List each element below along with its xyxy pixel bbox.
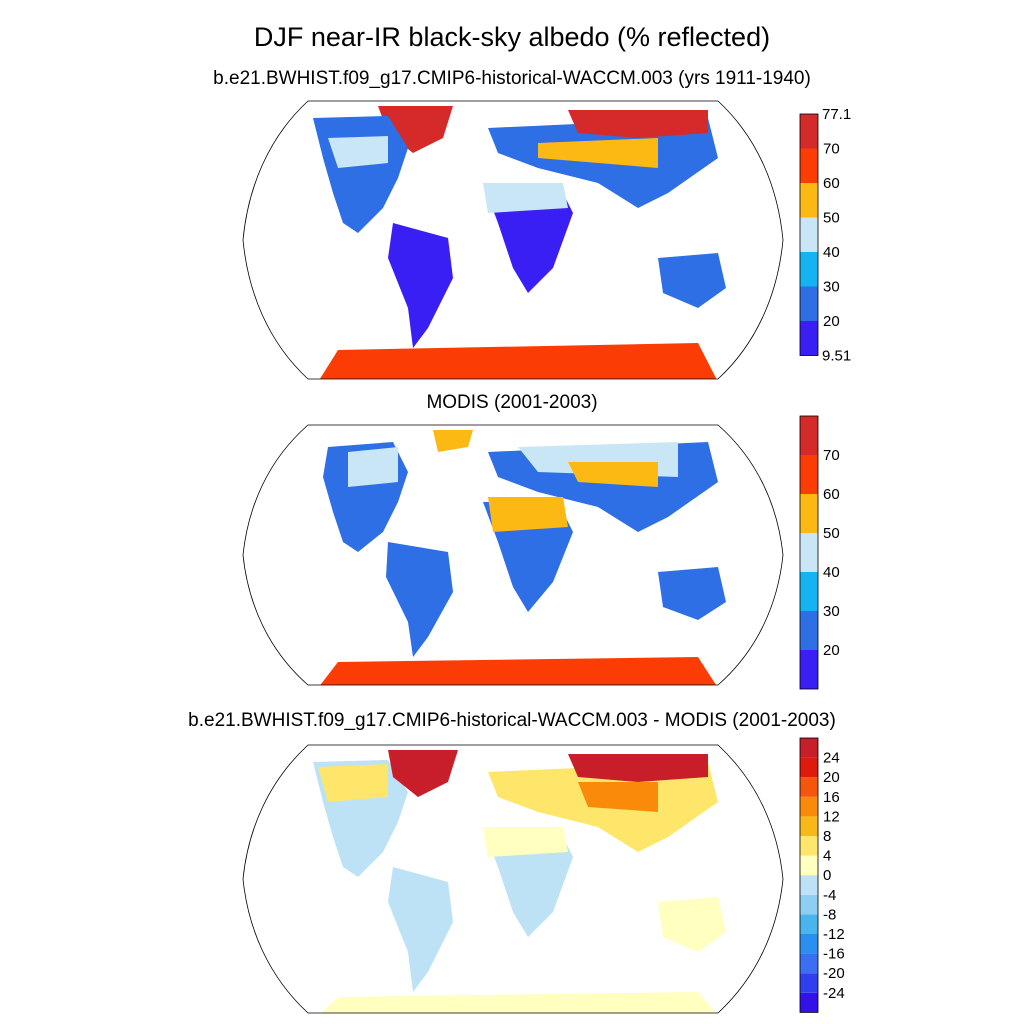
panel3-colorbar-tick-label: 24 xyxy=(823,750,840,767)
australia xyxy=(658,897,726,952)
panel1-colorbar-tick-label: 20 xyxy=(823,313,840,330)
panel1-colorbar-tick-label: 40 xyxy=(823,244,840,261)
panel3-colorbar-tick-label: 12 xyxy=(823,808,840,825)
panel3-colorbar-swatch-2 xyxy=(800,953,818,974)
panel1-colorbar-min-label: 9.51 xyxy=(822,348,851,365)
panel1-colorbar: 20 30 40 50 60 70 77.1 9.51 xyxy=(799,106,851,365)
panel3-colorbar-swatch-3 xyxy=(800,934,818,954)
central-asia xyxy=(578,782,658,812)
panel2-colorbar-swatch-1 xyxy=(800,611,818,650)
panel2-colorbar-tick-label: 30 xyxy=(823,603,840,620)
panel3-colorbar-swatch-7 xyxy=(800,855,818,876)
panel2-colorbar: 20 30 40 50 60 70 xyxy=(799,415,840,690)
greenland xyxy=(388,750,458,797)
panel1-colorbar-swatch-2 xyxy=(800,252,818,287)
sahara xyxy=(483,827,568,857)
greenland xyxy=(378,106,453,153)
antarctica xyxy=(318,657,718,685)
panel3-colorbar: 24 20 16 12 8 4 0 -4 -8 -12 -16 -20 -24 xyxy=(799,737,845,1013)
north-america-snow xyxy=(348,447,398,487)
greenland-cap xyxy=(433,430,473,452)
antarctica xyxy=(318,992,718,1013)
sahara xyxy=(488,497,568,532)
panel3-colorbar-tick-label: -4 xyxy=(823,887,836,904)
sahara xyxy=(483,183,568,213)
panel2-colorbar-tick-label: 70 xyxy=(823,447,840,464)
panel3-colorbar-swatch-8 xyxy=(800,836,818,856)
panel2-colorbar-tick-label: 60 xyxy=(823,486,840,503)
panel1-colorbar-tick-label: 50 xyxy=(823,210,840,227)
figure-title: DJF near-IR black-sky albedo (% reflecte… xyxy=(253,22,771,52)
panel3-colorbar-swatch-5 xyxy=(800,894,818,915)
australia xyxy=(658,253,726,308)
panel3-colorbar-swatch-6 xyxy=(800,875,818,895)
panel3-colorbar-swatch-1 xyxy=(800,973,818,993)
panel2-colorbar-swatch-0 xyxy=(800,650,818,689)
panel1-colorbar-tick-label: 60 xyxy=(823,175,840,192)
panel1-colorbar-swatch-0 xyxy=(800,321,818,356)
panel1-colorbar-max-label: 77.1 xyxy=(822,106,851,123)
panel2-colorbar-swatch-5 xyxy=(800,455,818,494)
north-america xyxy=(313,116,408,233)
panel2-colorbar-tick-label: 50 xyxy=(823,525,840,542)
panel3-colorbar-swatch-10 xyxy=(800,796,818,817)
panel3-colorbar-tick-label: -20 xyxy=(823,965,845,982)
panel3-colorbar-swatch-4 xyxy=(800,914,818,934)
panel3-colorbar-tick-label: -12 xyxy=(823,926,845,943)
panel3-colorbar-tick-label: 0 xyxy=(823,867,831,884)
panel3-colorbar-tick-label: -24 xyxy=(823,985,845,1002)
panel1-colorbar-swatch-5 xyxy=(800,148,818,183)
panel1-colorbar-swatch-3 xyxy=(800,217,818,252)
south-america xyxy=(388,867,453,992)
panel2-colorbar-swatch-2 xyxy=(800,572,818,611)
panel3-colorbar-swatch-11 xyxy=(800,777,818,797)
panel2-subtitle: MODIS (2001-2003) xyxy=(426,392,598,413)
north-america-snow xyxy=(328,136,388,168)
south-america xyxy=(386,542,453,657)
panel1-map xyxy=(242,100,784,380)
panel1-colorbar-swatch-1 xyxy=(800,286,818,321)
panel2-colorbar-swatch-6 xyxy=(800,416,818,455)
panel1-subtitle: b.e21.BWHIST.f09_g17.CMIP6-historical-WA… xyxy=(213,68,811,89)
panel2-colorbar-swatch-4 xyxy=(800,494,818,533)
panel3-colorbar-tick-label: 8 xyxy=(823,828,831,845)
panel1-colorbar-tick-label: 70 xyxy=(823,141,840,158)
south-america xyxy=(388,223,453,348)
panel2-colorbar-swatch-3 xyxy=(800,533,818,572)
central-asia xyxy=(538,138,658,168)
panel3-colorbar-tick-label: 4 xyxy=(823,848,831,865)
panel3-colorbar-swatch-12 xyxy=(800,757,818,778)
panel2-colorbar-tick-label: 20 xyxy=(823,642,840,659)
panel2-colorbar-tick-label: 40 xyxy=(823,564,840,581)
panel3-colorbar-swatch-13 xyxy=(800,738,818,758)
panel3-colorbar-swatch-0 xyxy=(800,992,818,1013)
panel3-colorbar-swatch-9 xyxy=(800,816,818,836)
central-asia xyxy=(568,462,658,487)
north-america-warm xyxy=(318,764,388,802)
panel3-map xyxy=(242,744,784,1014)
northern-siberia xyxy=(568,754,708,782)
panel1-colorbar-swatch-4 xyxy=(800,183,818,218)
northern-siberia xyxy=(568,110,708,138)
panel1-colorbar-swatch-6 xyxy=(800,114,818,149)
panel3-colorbar-tick-label: -8 xyxy=(823,906,836,923)
panel3-colorbar-tick-label: -16 xyxy=(823,946,845,963)
panel3-colorbar-tick-label: 20 xyxy=(823,769,840,786)
panel2-map xyxy=(242,424,784,686)
panel3-colorbar-tick-label: 16 xyxy=(823,789,840,806)
panel1-colorbar-tick-label: 30 xyxy=(823,279,840,296)
panel3-subtitle: b.e21.BWHIST.f09_g17.CMIP6-historical-WA… xyxy=(188,710,836,731)
antarctica xyxy=(318,343,718,379)
australia xyxy=(658,567,726,620)
